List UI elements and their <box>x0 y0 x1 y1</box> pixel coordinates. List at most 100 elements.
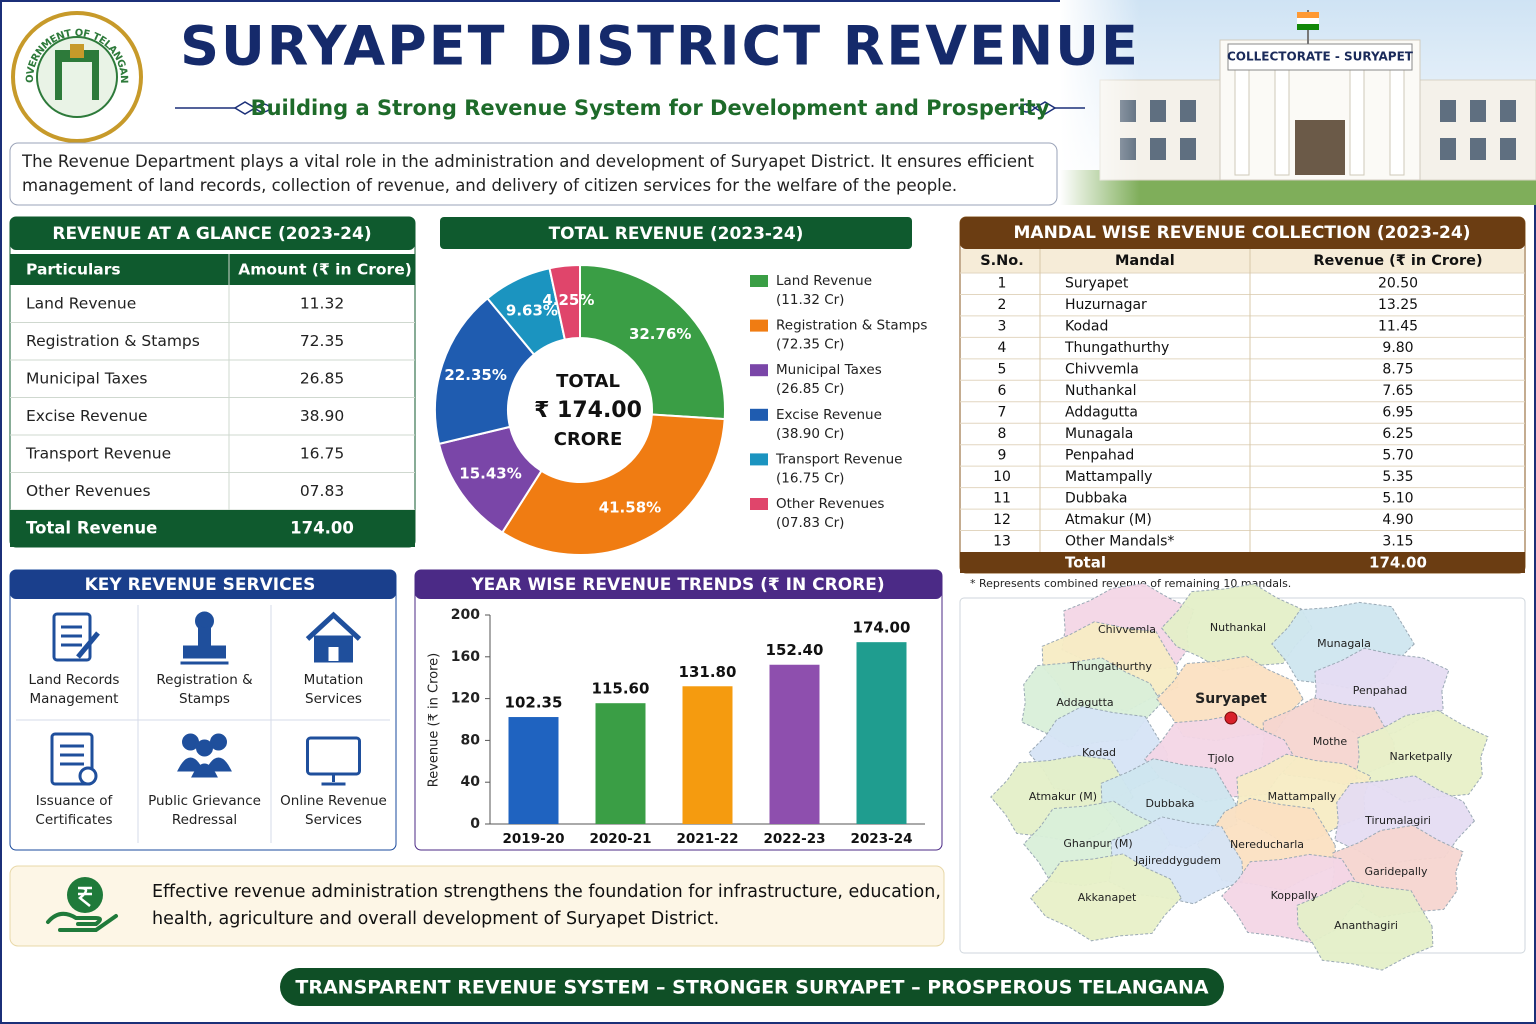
glance-amount: 11.32 <box>300 294 344 312</box>
mandal-cell: 6.95 <box>1382 405 1413 421</box>
y-axis-label: Revenue (₹ in Crore) <box>427 653 442 787</box>
service-label: Online Revenue Services <box>280 793 387 828</box>
glance-amount: 38.90 <box>300 407 344 425</box>
bar <box>682 686 733 824</box>
mandal-cell: Dubbaka <box>1065 490 1127 506</box>
district-hq-marker <box>1224 711 1238 725</box>
mandal-cell: 3.15 <box>1382 533 1413 549</box>
slice-label: 15.43% <box>459 464 521 482</box>
map-label: Dubbaka <box>1145 797 1194 810</box>
note-box <box>9 865 945 947</box>
x-tick-label: 2020-21 <box>590 831 652 847</box>
legend-swatch <box>750 408 768 421</box>
mandal-cell: Nuthankal <box>1065 383 1137 399</box>
mandal-cell: 20.50 <box>1378 276 1418 292</box>
bar-value-label: 131.80 <box>679 663 737 681</box>
mandal-cell: Chivvemla <box>1065 362 1139 378</box>
glance-particular: Land Revenue <box>26 294 136 312</box>
legend-label: Land Revenue <box>776 273 872 289</box>
map-region <box>1296 880 1434 971</box>
map-label: Chivvemla <box>1098 623 1156 636</box>
legend-detail: (07.83 Cr) <box>776 515 844 531</box>
donut-slice <box>548 263 581 341</box>
donut-center-text: ₹ 174.00 <box>534 398 642 423</box>
intro-frame: The Revenue Department plays a vital rol… <box>22 152 1034 195</box>
legend-swatch <box>750 364 768 377</box>
slice-label: 9.63% <box>506 302 558 320</box>
slice-label: 41.58% <box>599 499 661 517</box>
mandal-cell: Other Mandals* <box>1065 533 1174 549</box>
bar <box>856 642 907 824</box>
mandal-cell: 5.10 <box>1382 490 1413 506</box>
services-header <box>10 570 396 599</box>
icon-part <box>76 631 100 659</box>
mandal-cell: 5.35 <box>1382 469 1413 485</box>
mandal-cell: 3 <box>998 319 1007 335</box>
legend-label: Registration & Stamps <box>776 318 927 334</box>
icon-part <box>196 739 213 757</box>
map-label: Nereducharla <box>1230 838 1304 851</box>
intro-text: The Revenue Department plays a vital rol… <box>22 152 1034 195</box>
icon-part <box>305 611 362 641</box>
glance-particular: Excise Revenue <box>26 407 148 425</box>
mandal-cell: 12 <box>993 512 1011 528</box>
map-label: Koppally <box>1271 889 1318 902</box>
icon-part <box>183 645 226 659</box>
service-label: Land Records Management <box>28 672 120 707</box>
glance-col-header <box>10 254 415 285</box>
slice-label: 32.76% <box>629 325 691 343</box>
y-tick-label: 80 <box>461 732 481 748</box>
legend-swatch <box>750 498 768 510</box>
glance-amount: 72.35 <box>300 332 344 350</box>
x-tick-label: 2022-23 <box>764 831 826 847</box>
icon-part <box>210 733 227 751</box>
map-label: Narketpally <box>1390 750 1453 763</box>
mandal-cell: 5.70 <box>1382 447 1413 463</box>
map-label: Atmakur (M) <box>1029 790 1097 803</box>
glance-particular: Transport Revenue <box>25 444 171 462</box>
slice-label: 22.35% <box>444 366 506 384</box>
service-label: Mutation Services <box>303 672 364 707</box>
service-icon <box>180 611 229 665</box>
y-tick-label: 200 <box>451 607 480 623</box>
map-label: Ananthagiri <box>1334 919 1398 932</box>
map-region <box>1029 853 1182 942</box>
mandal-cell: 1 <box>998 276 1007 292</box>
mandal-cell: Mattampally <box>1065 469 1152 485</box>
service-label-frame: Mutation Services <box>303 672 364 707</box>
service-label: Registration & Stamps <box>156 672 253 707</box>
mandal-cell: 7.65 <box>1382 383 1413 399</box>
service-label-frame: Online Revenue Services <box>280 793 387 828</box>
map-label: Jajireddygudem <box>1134 854 1221 867</box>
x-tick-label: 2019-20 <box>503 831 565 847</box>
legend-label: Municipal Taxes <box>776 362 882 378</box>
mandal-header <box>960 217 1525 249</box>
service-label: Issuance of Certificates <box>35 793 113 828</box>
bar-value-label: 152.40 <box>766 641 824 659</box>
service-label-frame: Land Records Management <box>28 672 120 707</box>
map-label: Nuthankal <box>1210 621 1266 634</box>
mandal-col-label: Mandal <box>1115 253 1175 269</box>
glance-total-row <box>10 510 415 547</box>
note-icon <box>46 877 118 932</box>
mandal-cell: 5 <box>998 362 1007 378</box>
icon-part <box>195 611 214 631</box>
building-photo <box>1060 0 1536 205</box>
icon-part <box>182 733 199 751</box>
legend-label: Transport Revenue <box>775 451 902 467</box>
emblem <box>11 11 143 143</box>
glance-amount: 16.75 <box>300 444 344 462</box>
glance-total-value: 174.00 <box>290 519 354 538</box>
glance-particular: Other Revenues <box>26 482 151 500</box>
legend-label: Excise Revenue <box>776 407 882 423</box>
mandal-cell: Suryapet <box>1065 276 1129 292</box>
subtitle-ornament <box>175 101 1085 115</box>
glance-amount: 07.83 <box>300 482 344 500</box>
icon-part <box>50 732 94 786</box>
icon-part <box>198 627 211 649</box>
mandal-cell: 9.80 <box>1382 340 1413 356</box>
mandal-total-label: Total <box>1065 554 1106 572</box>
mandal-cell: 10 <box>993 469 1011 485</box>
mandal-cell: 4.90 <box>1382 512 1413 528</box>
mandal-cell: Addagutta <box>1065 405 1138 421</box>
